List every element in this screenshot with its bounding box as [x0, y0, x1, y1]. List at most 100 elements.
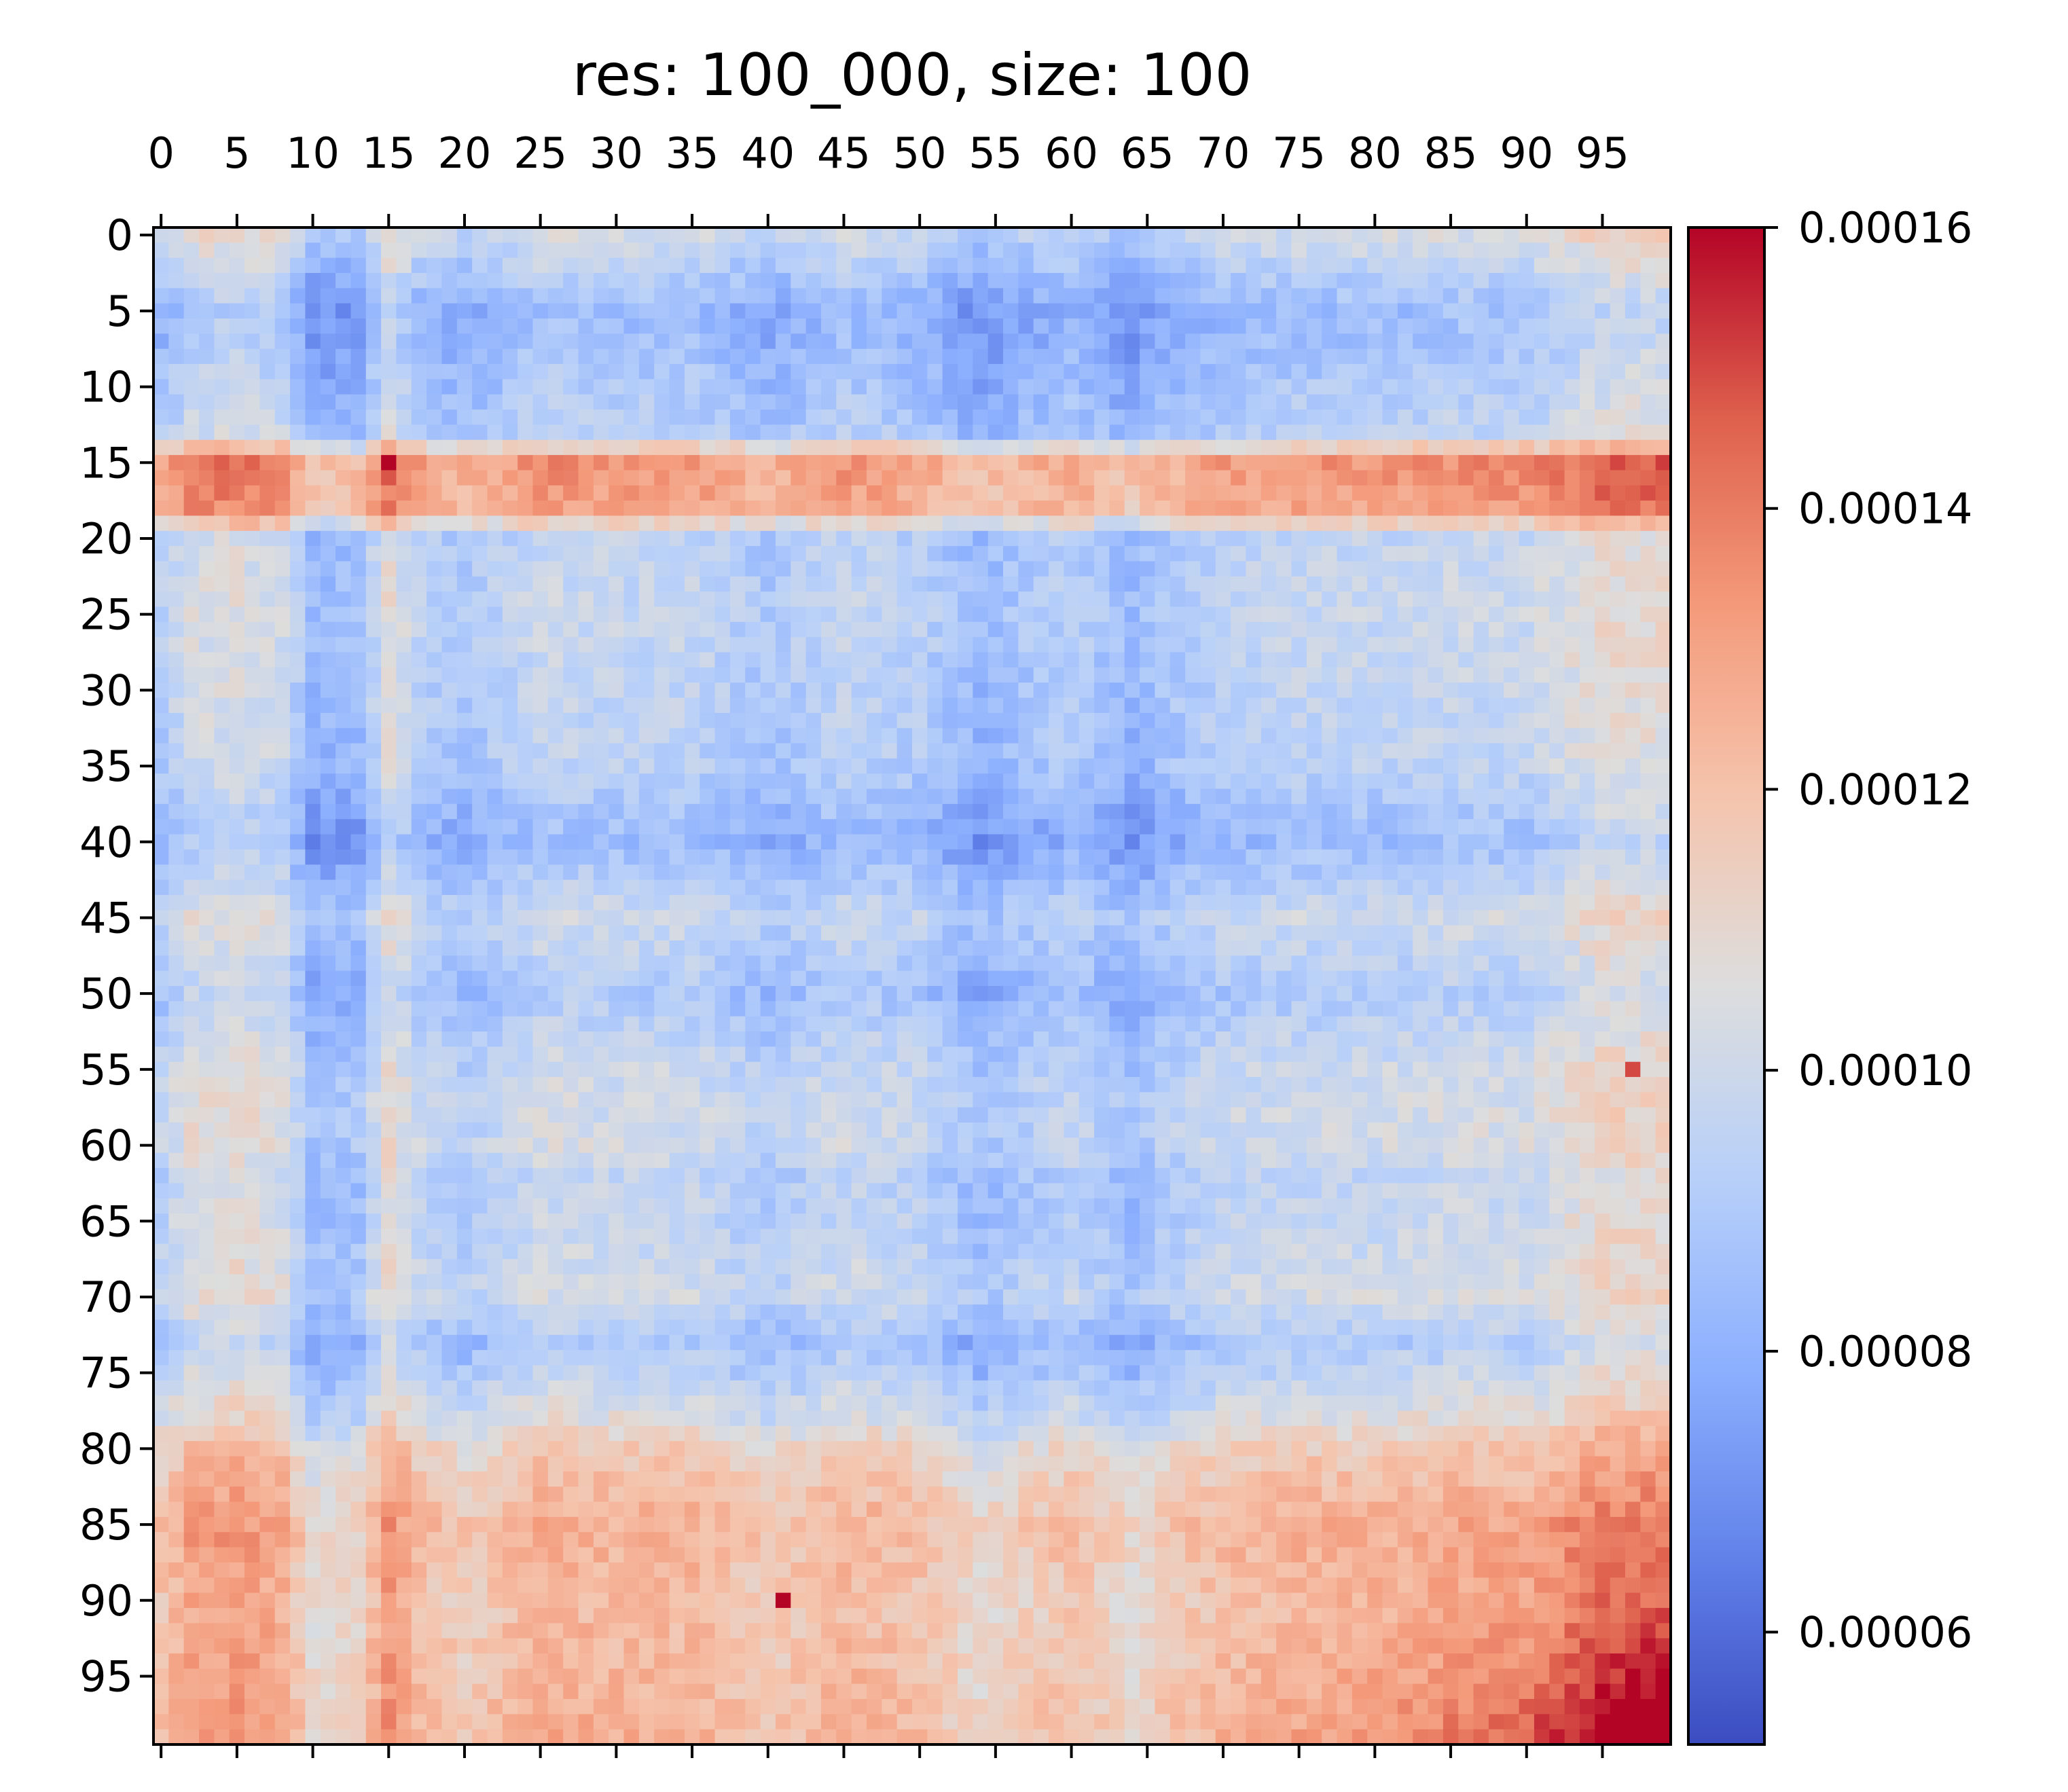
heatmap-cell: [1033, 606, 1049, 623]
heatmap-cell: [396, 227, 412, 243]
heatmap-cell: [472, 743, 488, 759]
heatmap-cell: [638, 394, 655, 410]
heatmap-cell: [1049, 637, 1064, 653]
heatmap-cell: [396, 910, 412, 926]
heatmap-cell: [1231, 257, 1247, 274]
heatmap-cell: [1306, 773, 1322, 790]
heatmap-cell: [1276, 925, 1292, 941]
heatmap-cell: [396, 849, 412, 865]
heatmap-cell: [518, 409, 534, 426]
heatmap-cell: [1610, 455, 1626, 471]
heatmap-cell: [1322, 288, 1338, 304]
heatmap-cell: [700, 485, 716, 501]
heatmap-cell: [745, 606, 761, 623]
heatmap-cell: [1458, 955, 1474, 972]
heatmap-cell: [851, 925, 867, 941]
heatmap-cell: [1078, 667, 1095, 683]
heatmap-cell: [820, 743, 837, 759]
heatmap-cell: [714, 439, 731, 456]
heatmap-cell: [791, 273, 807, 289]
heatmap-cell: [229, 394, 245, 410]
heatmap-cell: [927, 439, 943, 456]
heatmap-cell: [714, 409, 731, 426]
heatmap-cell: [1064, 439, 1080, 456]
heatmap-cell: [229, 606, 245, 623]
heatmap-cell: [153, 773, 169, 790]
heatmap-cell: [547, 455, 564, 471]
heatmap-cell: [927, 621, 943, 638]
heatmap-cell: [1322, 743, 1338, 759]
heatmap-cell: [791, 652, 807, 668]
heatmap-cell: [1549, 894, 1565, 911]
heatmap-cell: [411, 409, 427, 426]
heatmap-cell: [1382, 849, 1398, 865]
heatmap-cell: [1655, 439, 1671, 456]
heatmap-cell: [487, 621, 503, 638]
heatmap-cell: [1488, 470, 1504, 486]
heatmap-cell: [305, 591, 321, 608]
heatmap-cell: [1276, 470, 1292, 486]
heatmap-cell: [1049, 318, 1064, 334]
heatmap-cell: [1200, 409, 1216, 426]
heatmap-cell: [973, 257, 989, 274]
heatmap-cell: [1397, 530, 1413, 547]
heatmap-cell: [1488, 591, 1504, 608]
heatmap-cell: [1413, 728, 1429, 744]
heatmap-cell: [1306, 925, 1322, 941]
heatmap-cell: [1049, 758, 1064, 774]
heatmap-cell: [1200, 576, 1216, 592]
heatmap-cell: [427, 455, 443, 471]
heatmap-cell: [1443, 743, 1459, 759]
heatmap-cell: [199, 576, 215, 592]
heatmap-cell: [290, 409, 306, 426]
heatmap-cell: [1169, 288, 1186, 304]
heatmap-cell: [1094, 455, 1110, 471]
heatmap-cell: [199, 257, 215, 274]
heatmap-cell: [896, 394, 913, 410]
heatmap-cell: [1534, 591, 1550, 608]
heatmap-cell: [578, 940, 594, 956]
heatmap-cell: [350, 621, 367, 638]
heatmap-cell: [1094, 803, 1110, 820]
heatmap-cell: [1564, 894, 1580, 911]
heatmap-cell: [638, 682, 655, 699]
heatmap-cell: [518, 242, 534, 259]
heatmap-cell: [350, 637, 367, 653]
heatmap-cell: [1488, 409, 1504, 426]
heatmap-cell: [1246, 682, 1262, 699]
heatmap-cell: [745, 743, 761, 759]
heatmap-cell: [1078, 379, 1095, 395]
heatmap-cell: [896, 970, 913, 987]
heatmap-cell: [882, 318, 898, 334]
heatmap-cell: [805, 606, 822, 623]
heatmap-cells: [153, 227, 1671, 1745]
heatmap-cell: [1367, 697, 1383, 714]
heatmap-cell: [350, 788, 367, 805]
heatmap-cell: [866, 773, 882, 790]
heatmap-cell: [305, 637, 321, 653]
heatmap-cell: [958, 803, 973, 820]
heatmap-cell: [1625, 364, 1641, 380]
heatmap-cell: [1443, 894, 1459, 911]
heatmap-cell: [472, 424, 488, 441]
heatmap-cell: [912, 273, 928, 289]
heatmap-cell: [1049, 606, 1064, 623]
heatmap-cell: [1140, 515, 1156, 532]
heatmap-cell: [669, 819, 685, 835]
heatmap-cell: [1049, 652, 1064, 668]
heatmap-cell: [684, 364, 700, 380]
heatmap-cell: [973, 439, 989, 456]
heatmap-cell: [1231, 515, 1247, 532]
heatmap-cell: [609, 288, 625, 304]
heatmap-cell: [1124, 515, 1140, 532]
heatmap-cell: [942, 591, 958, 608]
heatmap-cell: [244, 242, 260, 259]
heatmap-cell: [654, 819, 670, 835]
heatmap-cell: [365, 894, 382, 911]
heatmap-cell: [958, 515, 973, 532]
heatmap-cell: [1367, 455, 1383, 471]
heatmap-cell: [1124, 788, 1140, 805]
heatmap-cell: [669, 455, 685, 471]
heatmap-cell: [365, 546, 382, 562]
heatmap-cell: [805, 970, 822, 987]
